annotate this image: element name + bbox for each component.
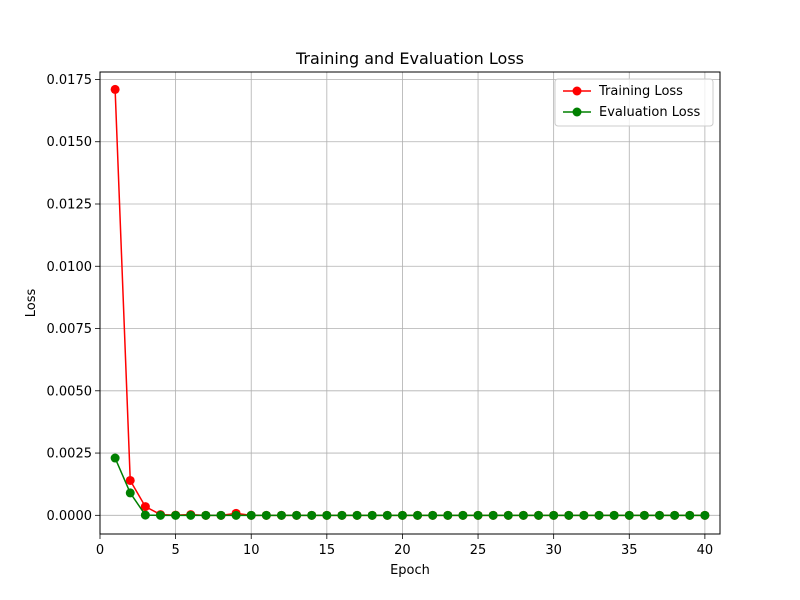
chart-title: Training and Evaluation Loss [295, 49, 524, 68]
legend-label-evaluation: Evaluation Loss [599, 105, 700, 120]
evaluation-loss-point [609, 510, 619, 520]
evaluation-loss-point [322, 510, 332, 520]
evaluation-loss-point [685, 510, 695, 520]
evaluation-loss-point [186, 510, 196, 520]
legend-marker-evaluation [572, 107, 582, 117]
legend-marker-training [572, 86, 582, 96]
evaluation-loss-point [473, 510, 483, 520]
evaluation-loss-point [518, 510, 528, 520]
y-tick-label: 0.0100 [47, 260, 93, 275]
evaluation-loss-point [700, 510, 710, 520]
legend-label-training: Training Loss [598, 84, 683, 99]
y-tick-label: 0.0150 [47, 135, 93, 150]
evaluation-loss-point [367, 510, 377, 520]
evaluation-loss-point [413, 510, 423, 520]
evaluation-loss-point [382, 510, 392, 520]
y-tick-label: 0.0025 [47, 447, 93, 462]
evaluation-loss-point [549, 510, 559, 520]
series-layer [110, 84, 710, 520]
x-tick-label: 0 [96, 543, 104, 558]
y-axis-label: Loss [24, 289, 39, 318]
y-tick-label: 0.0050 [47, 384, 93, 399]
evaluation-loss-point [428, 510, 438, 520]
evaluation-loss-point [594, 510, 604, 520]
evaluation-loss-point [261, 510, 271, 520]
evaluation-loss-point [140, 510, 150, 520]
evaluation-loss-series [110, 453, 710, 520]
evaluation-loss-line [114, 457, 705, 517]
y-axis: 0.0000 0.0025 0.0050 0.0075 0.0100 0.0125 0.01… [47, 73, 100, 524]
evaluation-loss-point [655, 510, 665, 520]
x-tick-label: 5 [171, 543, 179, 558]
evaluation-loss-point [307, 510, 317, 520]
y-tick-label: 0.0075 [47, 322, 93, 337]
evaluation-loss-point [443, 510, 453, 520]
evaluation-loss-point [337, 510, 347, 520]
y-tick-label: 0.0125 [47, 198, 93, 213]
evaluation-loss-point [231, 510, 241, 520]
x-axis: 0 5 10 15 20 25 30 35 40 [96, 534, 713, 558]
evaluation-loss-point [503, 510, 513, 520]
x-tick-label: 30 [545, 543, 562, 558]
evaluation-loss-point [276, 510, 286, 520]
legend-box [554, 78, 714, 127]
y-tick-label: 0.0000 [47, 509, 93, 524]
evaluation-loss-point [155, 510, 165, 520]
evaluation-loss-point [579, 510, 589, 520]
y-tick-label: 0.0175 [47, 73, 93, 88]
plot-area-frame [99, 71, 721, 535]
legend: Training Loss Evaluation Loss [554, 78, 714, 127]
x-tick-label: 35 [621, 543, 638, 558]
evaluation-loss-point [352, 510, 362, 520]
evaluation-loss-point [534, 510, 544, 520]
x-tick-label: 15 [319, 543, 336, 558]
x-tick-label: 10 [243, 543, 260, 558]
x-tick-label: 25 [470, 543, 487, 558]
evaluation-loss-point [397, 510, 407, 520]
evaluation-loss-point [639, 510, 649, 520]
evaluation-loss-point [624, 510, 634, 520]
evaluation-loss-point [488, 510, 498, 520]
training-loss-point [125, 475, 135, 485]
evaluation-loss-point [292, 510, 302, 520]
x-tick-label: 40 [697, 543, 714, 558]
evaluation-loss-point [171, 510, 181, 520]
evaluation-loss-point [246, 510, 256, 520]
evaluation-loss-point [125, 488, 135, 498]
evaluation-loss-point [458, 510, 468, 520]
x-tick-label: 20 [394, 543, 411, 558]
training-loss-point [110, 84, 120, 94]
x-axis-label: Epoch [390, 563, 430, 578]
training-loss-point [140, 502, 150, 512]
evaluation-loss-point [201, 510, 211, 520]
evaluation-loss-point [670, 510, 680, 520]
evaluation-loss-point [110, 453, 120, 463]
evaluation-loss-point [216, 510, 226, 520]
evaluation-loss-point [564, 510, 574, 520]
